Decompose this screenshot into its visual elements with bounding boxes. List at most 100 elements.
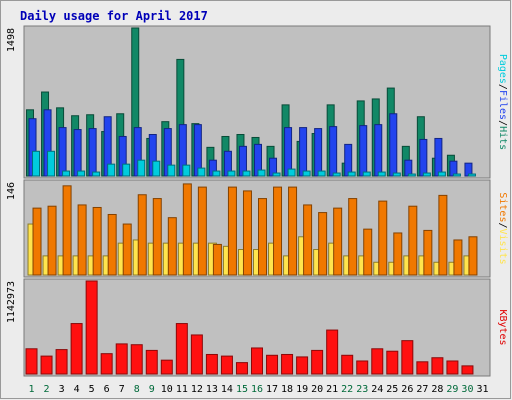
day-label-17: 17 bbox=[266, 384, 278, 395]
day-label-1: 1 bbox=[29, 384, 35, 395]
bar-pages-day-8 bbox=[137, 159, 146, 177]
day-label-9: 9 bbox=[149, 384, 155, 395]
day-label-8: 8 bbox=[134, 384, 140, 395]
bar-pages-day-7 bbox=[122, 163, 131, 177]
day-label-12: 12 bbox=[191, 384, 203, 395]
bar-pages-day-18 bbox=[287, 168, 296, 177]
bar-sites-day-16 bbox=[258, 198, 267, 276]
bar-pages-day-21 bbox=[332, 172, 341, 177]
bar-pages-day-16 bbox=[257, 169, 266, 177]
day-label-13: 13 bbox=[206, 384, 218, 395]
bar-pages-day-1 bbox=[32, 150, 41, 177]
bar-pages-day-14 bbox=[227, 170, 236, 177]
day-label-10: 10 bbox=[161, 384, 173, 395]
bar-files-day-27 bbox=[419, 138, 428, 177]
bar-sites-day-30 bbox=[468, 236, 478, 276]
day-label-11: 11 bbox=[176, 384, 188, 395]
day-label-5: 5 bbox=[89, 384, 95, 395]
panel-bottom-max-label: 1142973 bbox=[6, 281, 17, 323]
panel-bottom-legend: KBytes bbox=[497, 309, 508, 345]
bar-kbytes-day-28 bbox=[431, 357, 444, 375]
bar-pages-day-17 bbox=[272, 172, 281, 177]
panel-top-max-label: 1498 bbox=[6, 28, 17, 52]
bar-files-day-4 bbox=[73, 129, 82, 177]
bar-sites-day-7 bbox=[122, 223, 132, 276]
day-label-31: 31 bbox=[476, 384, 488, 395]
bar-sites-day-2 bbox=[47, 205, 57, 276]
bar-pages-day-5 bbox=[92, 171, 101, 177]
bar-pages-day-23 bbox=[362, 171, 371, 177]
day-label-29: 29 bbox=[446, 384, 458, 395]
bar-sites-day-21 bbox=[333, 207, 343, 276]
bar-sites-day-13 bbox=[212, 243, 222, 276]
day-label-28: 28 bbox=[431, 384, 443, 395]
bar-kbytes-day-9 bbox=[145, 349, 158, 375]
bar-pages-day-22 bbox=[347, 171, 356, 177]
bar-sites-day-15 bbox=[242, 190, 252, 276]
bar-kbytes-day-25 bbox=[386, 350, 399, 375]
bar-kbytes-day-4 bbox=[70, 323, 83, 375]
series-kbytes bbox=[25, 280, 474, 375]
bar-kbytes-day-15 bbox=[235, 362, 248, 375]
bar-kbytes-day-12 bbox=[190, 334, 203, 375]
bar-pages-day-28 bbox=[437, 171, 446, 177]
bar-sites-day-19 bbox=[303, 204, 313, 276]
bar-files-day-24 bbox=[374, 124, 383, 177]
bar-kbytes-day-21 bbox=[326, 329, 339, 375]
day-label-21: 21 bbox=[326, 384, 338, 395]
bar-pages-day-27 bbox=[422, 172, 431, 177]
bar-pages-day-11 bbox=[182, 164, 191, 177]
bar-pages-day-20 bbox=[317, 170, 326, 177]
day-label-19: 19 bbox=[296, 384, 308, 395]
bar-files-day-25 bbox=[389, 113, 398, 177]
day-label-25: 25 bbox=[386, 384, 398, 395]
bar-sites-day-1 bbox=[32, 207, 42, 276]
bar-pages-day-19 bbox=[302, 170, 311, 177]
bar-sites-day-29 bbox=[453, 239, 463, 276]
day-label-20: 20 bbox=[311, 384, 323, 395]
day-label-3: 3 bbox=[59, 384, 65, 395]
bar-sites-day-11 bbox=[182, 183, 192, 276]
bar-pages-day-2 bbox=[47, 150, 56, 177]
bar-files-day-21 bbox=[329, 126, 338, 177]
bar-sites-day-6 bbox=[107, 213, 117, 276]
legend-files: Files bbox=[497, 90, 508, 120]
bar-sites-day-4 bbox=[77, 204, 87, 276]
bar-sites-day-10 bbox=[167, 217, 177, 276]
legend-separator: / bbox=[497, 84, 508, 90]
bar-files-day-19 bbox=[299, 127, 308, 177]
bar-pages-day-15 bbox=[242, 170, 251, 177]
bar-kbytes-day-14 bbox=[220, 355, 233, 375]
legend-visits: Visits bbox=[497, 229, 508, 265]
day-label-22: 22 bbox=[341, 384, 353, 395]
bar-sites-day-26 bbox=[408, 205, 418, 276]
day-label-7: 7 bbox=[119, 384, 125, 395]
panel-middle-legend: Sites/Visits bbox=[497, 192, 508, 264]
bar-kbytes-day-19 bbox=[296, 356, 309, 375]
day-label-27: 27 bbox=[416, 384, 428, 395]
bar-files-day-23 bbox=[359, 125, 368, 177]
bar-sites-day-14 bbox=[227, 186, 237, 276]
bar-kbytes-day-5 bbox=[85, 280, 98, 375]
bar-pages-day-29 bbox=[452, 173, 461, 177]
day-label-26: 26 bbox=[401, 384, 413, 395]
bar-kbytes-day-30 bbox=[461, 365, 474, 375]
panel-top-legend: Pages/Files/Hits bbox=[497, 54, 508, 150]
bar-kbytes-day-29 bbox=[446, 360, 459, 375]
bar-pages-day-12 bbox=[197, 167, 206, 177]
chart-title: Daily usage for April 2017 bbox=[20, 9, 208, 23]
legend-separator: / bbox=[497, 120, 508, 126]
series-sites bbox=[32, 183, 478, 276]
bar-sites-day-12 bbox=[197, 186, 207, 276]
bar-sites-day-18 bbox=[288, 186, 298, 276]
bar-pages-day-26 bbox=[407, 173, 416, 177]
bar-kbytes-day-26 bbox=[401, 340, 414, 375]
day-label-23: 23 bbox=[356, 384, 368, 395]
bar-pages-day-30 bbox=[467, 173, 476, 177]
legend-hits: Hits bbox=[497, 126, 508, 150]
bar-kbytes-day-7 bbox=[115, 343, 128, 375]
bar-sites-day-25 bbox=[393, 232, 403, 276]
day-label-6: 6 bbox=[104, 384, 110, 395]
bar-sites-day-5 bbox=[92, 206, 102, 276]
